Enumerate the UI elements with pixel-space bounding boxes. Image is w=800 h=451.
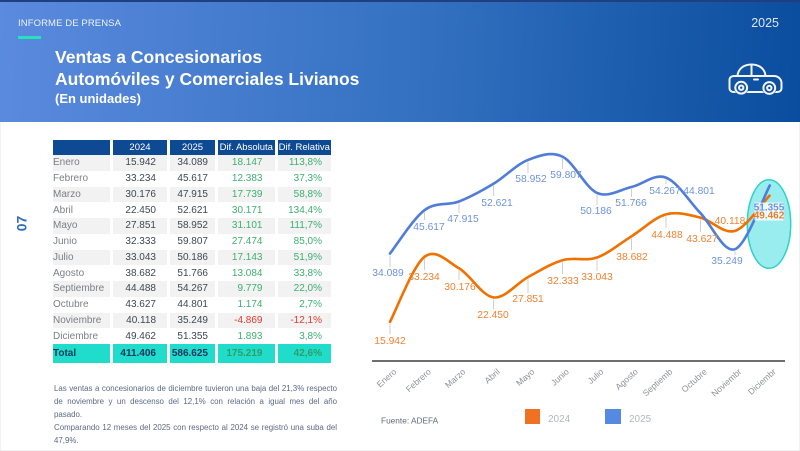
svg-text:44.488: 44.488 bbox=[651, 230, 683, 241]
svg-text:30.176: 30.176 bbox=[444, 282, 476, 293]
svg-text:44.801: 44.801 bbox=[683, 186, 715, 197]
svg-text:Septiemb: Septiemb bbox=[641, 366, 675, 398]
svg-text:33.234: 33.234 bbox=[408, 272, 440, 283]
svg-text:2024: 2024 bbox=[548, 414, 571, 425]
svg-text:50.186: 50.186 bbox=[580, 206, 612, 217]
svg-text:51.355: 51.355 bbox=[754, 202, 785, 213]
svg-text:Junio: Junio bbox=[549, 366, 571, 387]
svg-text:47.915: 47.915 bbox=[447, 214, 479, 225]
svg-text:Abril: Abril bbox=[482, 367, 502, 386]
svg-text:Fuente: ADEFA: Fuente: ADEFA bbox=[381, 416, 439, 426]
svg-text:22.450: 22.450 bbox=[477, 310, 509, 321]
svg-text:Mayo: Mayo bbox=[514, 366, 536, 388]
svg-text:15.942: 15.942 bbox=[374, 336, 406, 347]
svg-text:38.682: 38.682 bbox=[616, 252, 648, 263]
svg-text:45.617: 45.617 bbox=[413, 222, 445, 233]
svg-text:33.043: 33.043 bbox=[581, 272, 613, 283]
svg-text:49.462: 49.462 bbox=[754, 210, 785, 221]
svg-text:35.249: 35.249 bbox=[711, 256, 743, 267]
svg-text:40.118: 40.118 bbox=[715, 216, 746, 227]
svg-text:52.621: 52.621 bbox=[481, 198, 513, 209]
svg-text:43.627: 43.627 bbox=[686, 234, 718, 245]
svg-text:58.952: 58.952 bbox=[515, 174, 547, 185]
svg-text:Diciembr: Diciembr bbox=[746, 366, 778, 396]
svg-text:Octubre: Octubre bbox=[679, 366, 709, 394]
svg-text:Febrero: Febrero bbox=[404, 366, 433, 394]
svg-text:59.807: 59.807 bbox=[550, 170, 582, 181]
svg-text:32.333: 32.333 bbox=[547, 276, 579, 287]
svg-text:27.851: 27.851 bbox=[512, 294, 544, 305]
svg-text:34.089: 34.089 bbox=[372, 268, 404, 279]
svg-text:54.267: 54.267 bbox=[649, 186, 681, 197]
svg-text:Noviembr: Noviembr bbox=[709, 366, 743, 398]
svg-text:Enero: Enero bbox=[375, 366, 399, 389]
svg-text:Agosto: Agosto bbox=[613, 366, 640, 391]
svg-text:51.766: 51.766 bbox=[615, 198, 647, 209]
svg-text:Julio: Julio bbox=[586, 366, 606, 385]
svg-text:Marzo: Marzo bbox=[443, 366, 468, 390]
svg-text:2025: 2025 bbox=[629, 414, 652, 425]
